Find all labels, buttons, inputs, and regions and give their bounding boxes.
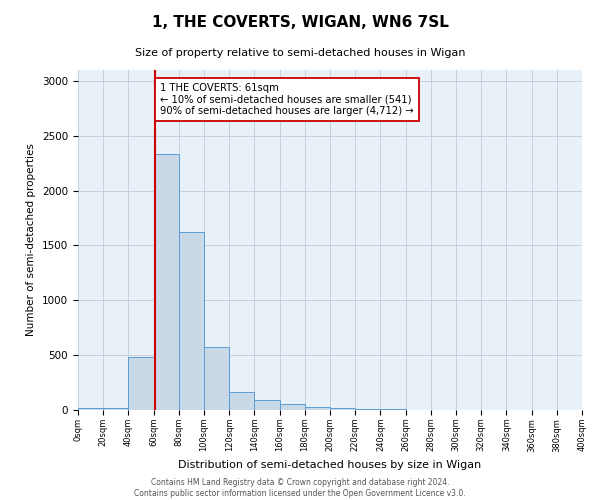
Text: 1, THE COVERTS, WIGAN, WN6 7SL: 1, THE COVERTS, WIGAN, WN6 7SL bbox=[152, 15, 448, 30]
Bar bbox=[254, 400, 280, 410]
Bar bbox=[154, 154, 179, 410]
Y-axis label: Number of semi-detached properties: Number of semi-detached properties bbox=[26, 144, 37, 336]
Text: 1 THE COVERTS: 61sqm
← 10% of semi-detached houses are smaller (541)
90% of semi: 1 THE COVERTS: 61sqm ← 10% of semi-detac… bbox=[160, 83, 413, 116]
Bar bbox=[229, 392, 254, 410]
Bar bbox=[128, 358, 154, 410]
Bar bbox=[305, 406, 330, 410]
Text: Contains HM Land Registry data © Crown copyright and database right 2024.
Contai: Contains HM Land Registry data © Crown c… bbox=[134, 478, 466, 498]
X-axis label: Distribution of semi-detached houses by size in Wigan: Distribution of semi-detached houses by … bbox=[178, 460, 482, 470]
Bar bbox=[78, 408, 103, 410]
Bar bbox=[179, 232, 204, 410]
Bar bbox=[330, 408, 355, 410]
Bar bbox=[355, 409, 380, 410]
Bar bbox=[103, 408, 128, 410]
Bar bbox=[280, 404, 305, 410]
Text: Size of property relative to semi-detached houses in Wigan: Size of property relative to semi-detach… bbox=[135, 48, 465, 58]
Bar bbox=[204, 348, 229, 410]
